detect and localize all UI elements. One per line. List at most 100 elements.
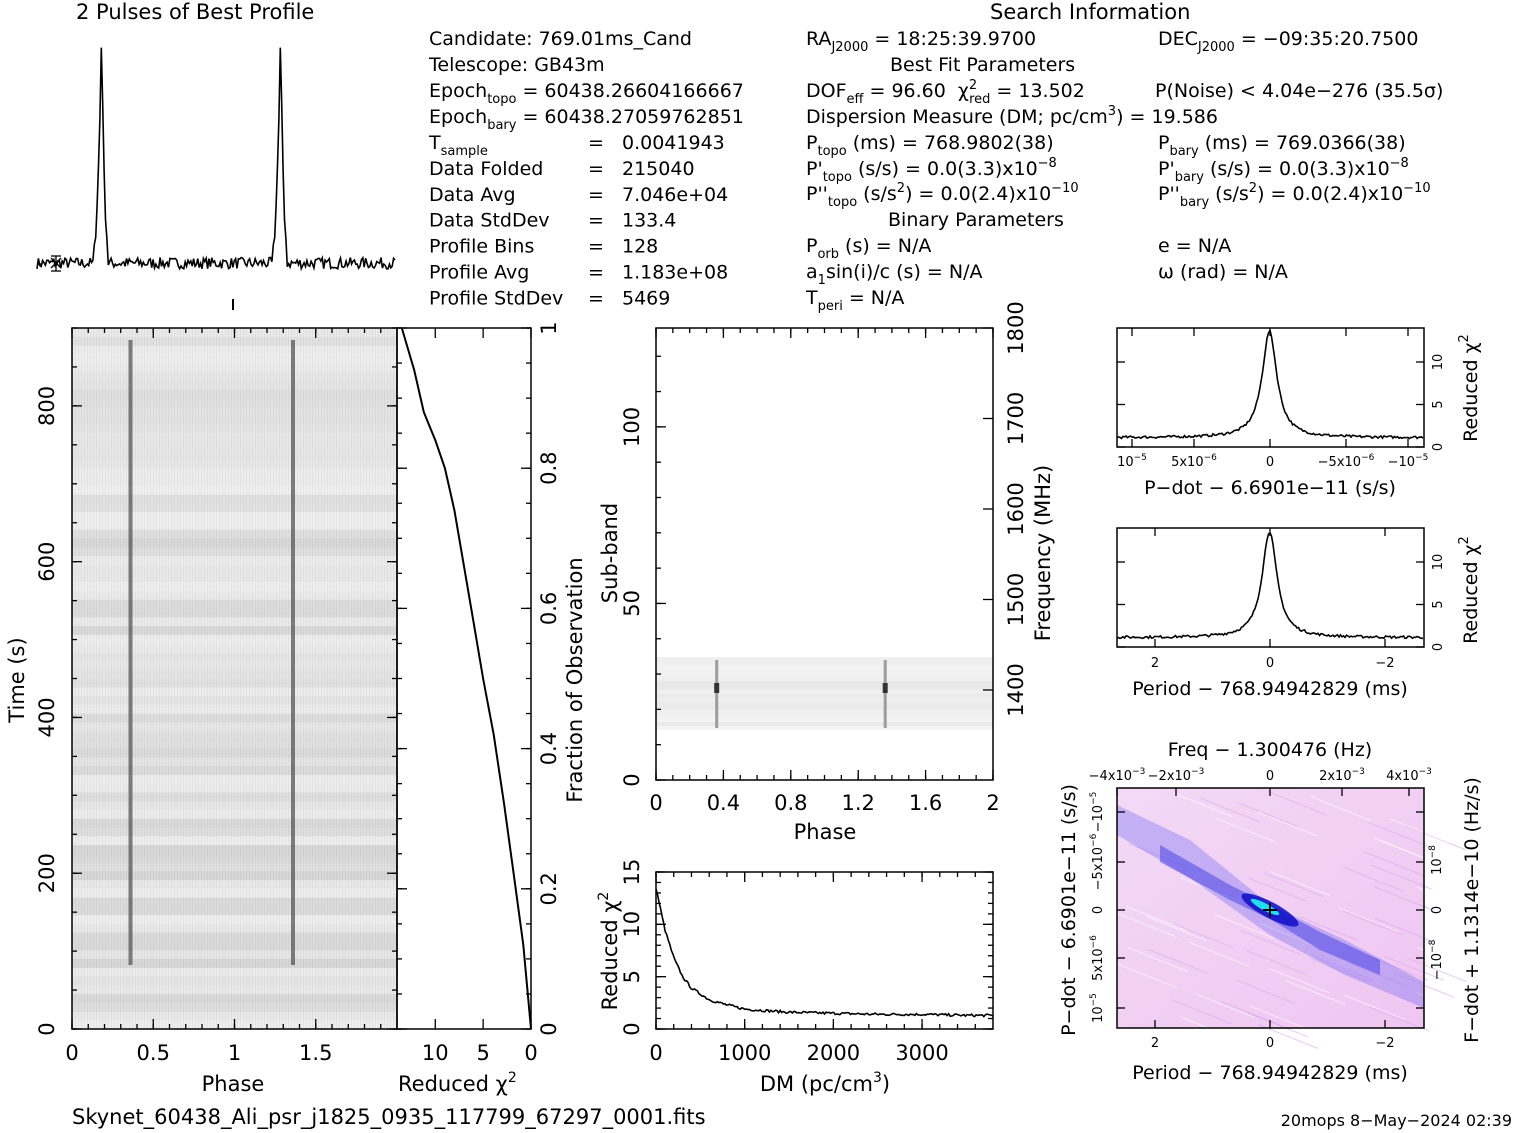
tick-label: 10−8: [1428, 845, 1445, 875]
info-row-label: Data Folded: [429, 158, 543, 180]
info-row-label: Profile Avg: [429, 262, 529, 284]
info-row-label: Tsample: [428, 132, 488, 159]
tick-label: 800: [35, 386, 59, 426]
subband-row: [656, 677, 993, 682]
chi2-pdot-ylabel: Reduced χ2: [1457, 334, 1482, 442]
time-phase-row: [72, 529, 397, 539]
pdot-period-streak: [1416, 947, 1478, 972]
info-row-eq: =: [588, 132, 604, 154]
tick-label: −2x10−3: [1148, 767, 1205, 784]
tick-label: 2: [986, 791, 999, 815]
chi2-pdot-frame: [1116, 327, 1425, 448]
chi2-time-xlabel: Reduced χ2: [398, 1070, 517, 1096]
subband-row: [656, 693, 993, 698]
subband-row: [656, 713, 993, 718]
pdot-period-streak: [1347, 961, 1408, 987]
time-phase-row: [72, 547, 397, 557]
footer-filename: Skynet_60438_Ali_psr_j1825_0935_117799_6…: [72, 1105, 706, 1130]
time-phase-row: [72, 538, 397, 548]
tick-label: 50: [620, 590, 644, 617]
time-phase-row: [72, 503, 397, 513]
pdot-period-streak: [1374, 918, 1436, 943]
pdot-period-ylabel-right: F−dot + 1.1314e−10 (Hz/s): [1461, 777, 1483, 1043]
time-phase-row: [72, 661, 397, 671]
time-phase-row: [72, 853, 397, 864]
chi2-dm-ylabel: Reduced χ2: [596, 892, 622, 1011]
tick-label: 0: [620, 773, 644, 786]
tick-label: 0: [524, 1041, 537, 1065]
subband-pulse: [715, 660, 719, 728]
subband-row: [656, 709, 993, 714]
tick-label: 2: [1151, 656, 1159, 671]
pdot-period-streak: [1193, 992, 1255, 1018]
subband-row: [656, 689, 993, 694]
chi2-time-ylabel: Fraction of Observation: [563, 557, 587, 802]
time-phase-row: [72, 468, 397, 478]
profile-title: 2 Pulses of Best Profile: [76, 0, 314, 24]
pdot-period-streak: [1310, 795, 1371, 821]
info-row-label: Profile Bins: [429, 236, 534, 258]
tick-label: 10: [620, 911, 644, 938]
pdot-period-streak: [1367, 955, 1429, 981]
subband-phase-plot: 0 0.4 0.8 1.2 1.6 2 0 50 100 1400 1500 1600 1700 1800…: [598, 301, 1055, 844]
time-phase-row: [72, 389, 397, 399]
pdot-period-streak: [1310, 957, 1371, 983]
profile-plot: [36, 47, 396, 310]
time-phase-row: [72, 512, 397, 522]
time-phase-row: [72, 976, 397, 986]
tick-label: 0: [1266, 1036, 1274, 1051]
pdot-period-streak: [1250, 1005, 1311, 1031]
dof-line: DOFeff = 96.60 χ2 red = 13.502: [806, 78, 1085, 107]
pdot-period-streak: [1240, 930, 1302, 956]
info-row-label: Data Avg: [429, 184, 516, 206]
tick-label: 1700: [1004, 392, 1028, 445]
pdot-period-streak: [1146, 916, 1208, 942]
tick-label: 1000: [718, 1041, 771, 1065]
info-row-value: 133.4: [622, 210, 676, 232]
info-row-eq: =: [588, 236, 604, 258]
tick-label: 10: [1431, 354, 1446, 371]
pdot-period-streak: [1362, 851, 1424, 876]
info-row-eq: =: [588, 262, 604, 284]
binary-title: Binary Parameters: [888, 209, 1064, 231]
pdot-period-axes: 2 0 −2 −4x10−3 −2x10−3 0 2x10−3 4x10−3 10−5 5x10−…: [1089, 767, 1445, 1051]
time-phase-row: [72, 555, 397, 566]
pddot-bary-line: P''bary (s/s2) = 0.0(2.4)x10−10: [1158, 181, 1431, 210]
data-stats-block: Tsample = 0.0041943 Data Folded = 215040 Data …: [428, 132, 728, 309]
pdot-period-streak: [1269, 968, 1331, 994]
chi2-time-line: [400, 327, 532, 1030]
info-row-value: 128: [622, 236, 658, 258]
subband-row: [656, 665, 993, 670]
time-phase-row: [72, 336, 397, 347]
time-phase-row: [72, 836, 397, 846]
pdot-period-streak: [1181, 1017, 1243, 1042]
time-phase-row: [72, 573, 397, 583]
pbary-line: Pbary (ms) = 769.0366(38): [1158, 132, 1406, 159]
time-phase-row: [72, 696, 397, 706]
time-phase-row: [72, 625, 397, 636]
time-phase-ylabel: Time (s): [5, 637, 29, 723]
pdot-period-streak: [1372, 836, 1433, 862]
subband-row: [656, 701, 993, 706]
subband-pulse: [883, 660, 887, 728]
time-phase-row: [72, 520, 397, 531]
tick-label: 0.8: [774, 791, 807, 815]
chi2-period-line: [1116, 531, 1423, 640]
pdot-period-streak: [1172, 792, 1233, 818]
chi2-dm-axes: 0 1000 2000 3000 0 5 10 15: [620, 859, 993, 1065]
time-phase-row: [72, 827, 397, 837]
tick-label: 10−5: [1117, 453, 1147, 470]
epoch-topo-line: Epochtopo = 60438.26604166667: [429, 80, 744, 107]
pdot-period-streak: [1406, 957, 1467, 983]
subband-xlabel: Phase: [794, 820, 857, 844]
time-phase-xlabel: Phase: [202, 1072, 265, 1096]
pdot-period-ylabel: P−dot − 6.6901e−11 (s/s): [1058, 784, 1080, 1036]
subband-row: [656, 673, 993, 678]
candidate-line: Candidate: 769.01ms_Cand: [429, 28, 692, 50]
tick-label: 0: [1430, 906, 1445, 914]
time-phase-row: [72, 774, 397, 785]
pdot-period-streak: [1416, 886, 1477, 912]
tick-label: 5x10−6: [1171, 453, 1217, 470]
